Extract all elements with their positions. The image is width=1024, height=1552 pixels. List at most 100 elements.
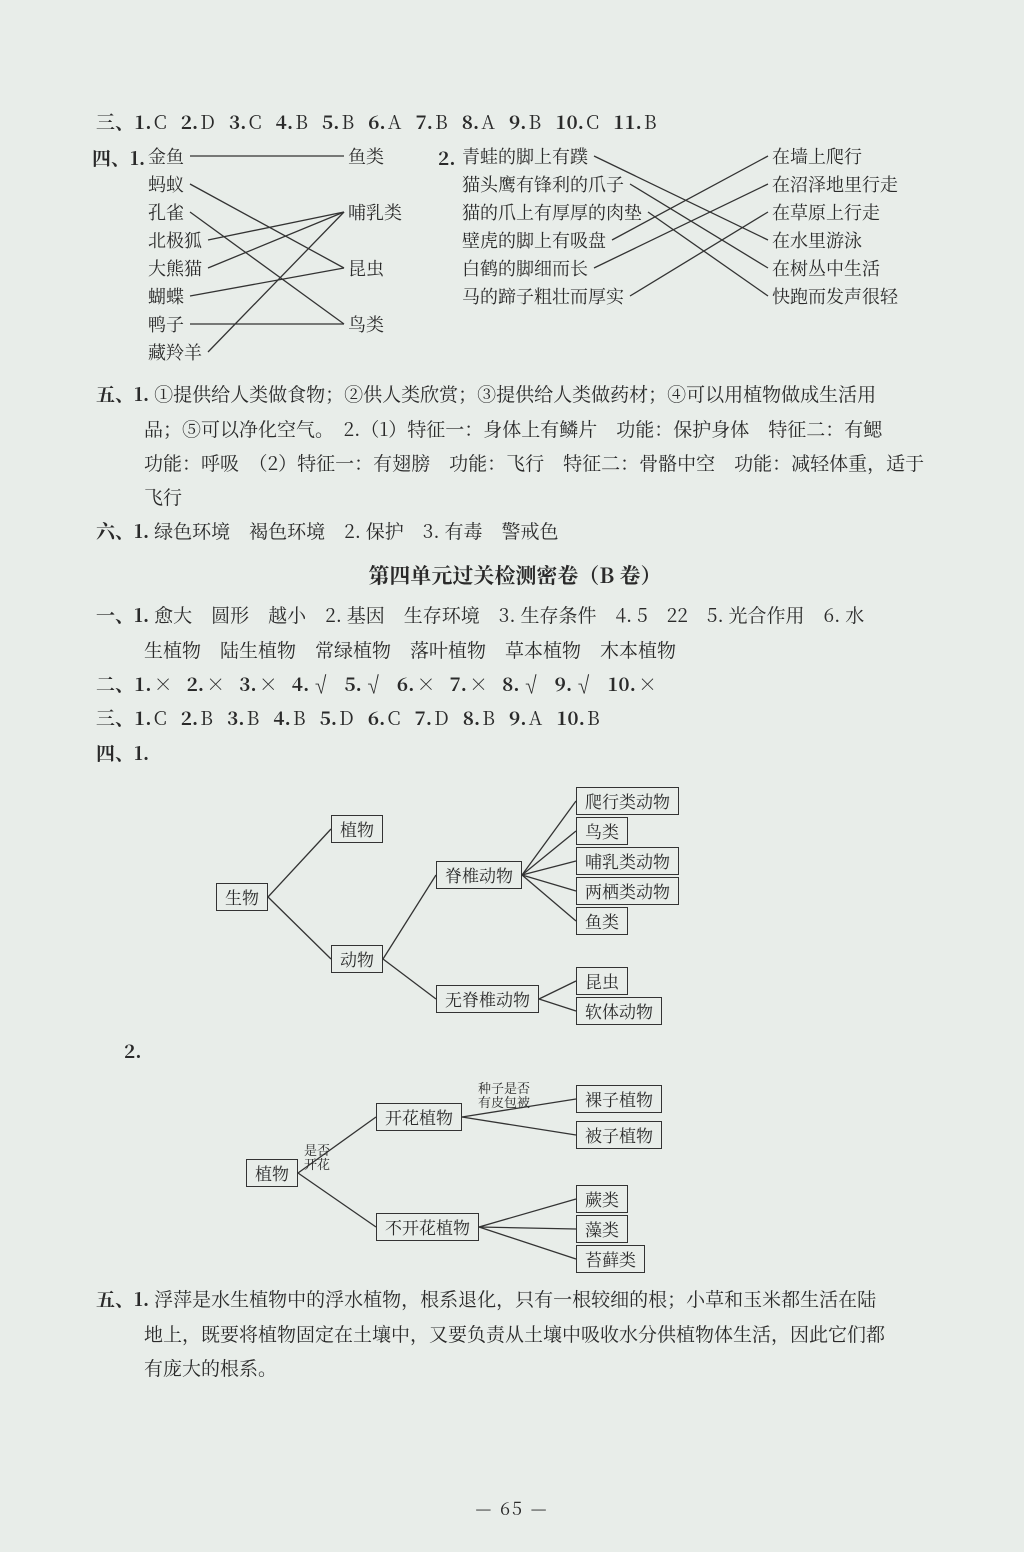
tree-diagram-biology: 生物植物动物脊椎动物无脊椎动物爬行类动物鸟类哺乳类动物两栖类动物鱼类昆虫软体动物 bbox=[186, 775, 726, 1025]
answer-number: 6. bbox=[368, 106, 386, 138]
b5-label: 五、1. bbox=[96, 1285, 149, 1312]
section-5-line3: 功能：呼吸 （2）特征一：有翅膀 功能：飞行 特征二：骨骼中空 功能：减轻体重，… bbox=[96, 447, 934, 479]
answer-value: × bbox=[154, 668, 173, 700]
answer-value: √ bbox=[522, 668, 541, 700]
answer-value: D bbox=[339, 702, 354, 734]
answer-value: B bbox=[293, 702, 306, 734]
match-diagram-2: 青蛙的脚上有蹼猫头鹰有锋利的爪子猫的爪上有厚厚的肉垫壁虎的脚上有吸盘白鹤的脚细而… bbox=[462, 142, 902, 372]
answer-number: 11. bbox=[613, 106, 642, 138]
tree-edge-label: 开花 bbox=[304, 1157, 330, 1171]
answer-value: B bbox=[644, 106, 657, 138]
tree-node: 动物 bbox=[331, 945, 383, 973]
b5-line3: 有庞大的根系。 bbox=[96, 1352, 934, 1384]
b5-line2: 地上，既要将植物固定在土壤中，又要负责从土壤中吸收水分供植物体生活，因此它们都 bbox=[96, 1318, 934, 1350]
tree-node: 哺乳类动物 bbox=[576, 847, 679, 875]
answer-number: 3. bbox=[239, 668, 257, 700]
answer-number: 7. bbox=[449, 668, 467, 700]
tree-node: 爬行类动物 bbox=[576, 787, 679, 815]
answer-value: B bbox=[435, 106, 448, 138]
unit-b-title: 第四单元过关检测密卷（B 卷） bbox=[96, 558, 934, 594]
answer-value: A bbox=[529, 702, 543, 734]
section-5-label: 五、1. bbox=[96, 380, 149, 407]
tree-node: 开花植物 bbox=[376, 1103, 462, 1131]
section-4a-label: 四、1. bbox=[92, 142, 145, 174]
b-section-5: 五、1. 浮萍是水生植物中的浮水植物，根系退化，只有一根较细的根；小草和玉米都生… bbox=[96, 1283, 934, 1315]
b4-2-label: 2. bbox=[124, 1037, 142, 1064]
b3-label: 三、 bbox=[96, 702, 134, 734]
answer-number: 5. bbox=[320, 702, 338, 734]
answer-value: √ bbox=[311, 668, 330, 700]
b-section-4-2: 2. bbox=[124, 1035, 934, 1067]
answer-value: C bbox=[387, 702, 400, 734]
answer-value: √ bbox=[574, 668, 593, 700]
answer-number: 9. bbox=[555, 668, 573, 700]
answer-value: B bbox=[482, 702, 495, 734]
tree-node: 两栖类动物 bbox=[576, 877, 679, 905]
section-5-line1: ①提供给人类做食物；②供人类欣赏；③提供给人类做药材；④可以用植物做成生活用 bbox=[154, 380, 876, 407]
tree-node: 植物 bbox=[246, 1159, 298, 1187]
b-section-3: 三、 1.C2.B3.B4.B5.D6.C7.D8.B9.A10.B bbox=[96, 702, 934, 734]
answer-value: × bbox=[206, 668, 225, 700]
tree-node: 苔藓类 bbox=[576, 1245, 645, 1273]
section-5: 五、1. ①提供给人类做食物；②供人类欣赏；③提供给人类做药材；④可以用植物做成… bbox=[96, 378, 934, 410]
answer-value: B bbox=[247, 702, 260, 734]
answer-value: A bbox=[388, 106, 402, 138]
answer-number: 2. bbox=[187, 668, 205, 700]
answer-value: B bbox=[587, 702, 600, 734]
answer-number: 4. bbox=[273, 702, 291, 734]
answer-value: C bbox=[248, 106, 261, 138]
b1-label: 一、1. bbox=[96, 601, 149, 628]
tree-node: 脊椎动物 bbox=[436, 861, 522, 889]
answer-number: 2. bbox=[181, 106, 199, 138]
answer-number: 8. bbox=[463, 702, 481, 734]
answer-value: B bbox=[341, 106, 354, 138]
answer-value: B bbox=[529, 106, 542, 138]
answer-value: × bbox=[259, 668, 278, 700]
tree-node: 不开花植物 bbox=[376, 1213, 479, 1241]
answer-number: 9. bbox=[509, 702, 527, 734]
answer-number: 10. bbox=[607, 668, 636, 700]
b-section-2: 二、 1.×2.×3.×4.√5.√6.×7.×8.√9.√10.× bbox=[96, 668, 934, 700]
answer-value: × bbox=[416, 668, 435, 700]
section-6: 六、1. 绿色环境 褐色环境 2. 保护 3. 有毒 警戒色 bbox=[96, 515, 934, 547]
tree-node: 软体动物 bbox=[576, 997, 662, 1025]
section-3-answers: 三、 1.C2.D3.C4.B5.B6.A7.B8.A9.B10.C11.B bbox=[96, 106, 934, 138]
answer-value: A bbox=[481, 106, 495, 138]
tree-node: 无脊椎动物 bbox=[436, 985, 539, 1013]
answer-number: 6. bbox=[397, 668, 415, 700]
answer-number: 4. bbox=[292, 668, 310, 700]
tree-node: 藻类 bbox=[576, 1215, 628, 1243]
answer-number: 1. bbox=[134, 702, 152, 734]
answer-value: × bbox=[469, 668, 488, 700]
b4-label: 四、1. bbox=[96, 739, 149, 766]
b-section-4: 四、1. bbox=[96, 737, 934, 769]
tree-edge-label: 有皮包被 bbox=[478, 1095, 530, 1109]
answer-number: 5. bbox=[344, 668, 362, 700]
match-diagram-1: 金鱼蚂蚁孔雀北极狐大熊猫蝴蝶鸭子藏羚羊鱼类哺乳类昆虫鸟类 bbox=[148, 142, 428, 372]
page: 三、 1.C2.D3.C4.B5.B6.A7.B8.A9.B10.C11.B 四… bbox=[0, 0, 1024, 1552]
answer-number: 6. bbox=[368, 702, 386, 734]
answer-number: 10. bbox=[555, 106, 584, 138]
b2-label: 二、 bbox=[96, 668, 134, 700]
b1-line1: 愈大 圆形 越小 2. 基因 生存环境 3. 生存条件 4. 5 22 5. 光… bbox=[154, 601, 864, 628]
answer-value: D bbox=[200, 106, 215, 138]
answer-number: 3. bbox=[229, 106, 247, 138]
section-5-line4: 飞行 bbox=[96, 481, 934, 513]
answer-value: B bbox=[200, 702, 213, 734]
answer-number: 2. bbox=[181, 702, 199, 734]
answer-number: 4. bbox=[276, 106, 294, 138]
section-3-label: 三、 bbox=[96, 106, 134, 138]
tree-node: 生物 bbox=[216, 883, 268, 911]
answer-number: 3. bbox=[227, 702, 245, 734]
answer-number: 8. bbox=[502, 668, 520, 700]
answer-value: C bbox=[154, 106, 167, 138]
b-section-1: 一、1. 愈大 圆形 越小 2. 基因 生存环境 3. 生存条件 4. 5 22… bbox=[96, 599, 934, 631]
tree-node: 蕨类 bbox=[576, 1185, 628, 1213]
section-4b-label: 2. bbox=[438, 142, 456, 174]
section-6-text: 绿色环境 褐色环境 2. 保护 3. 有毒 警戒色 bbox=[154, 517, 558, 544]
answer-value: C bbox=[154, 702, 167, 734]
section-5-line2: 品；⑤可以净化空气。 2.（1）特征一：身体上有鳞片 功能：保护身体 特征二：有… bbox=[96, 413, 934, 445]
tree-diagram-plants: 植物开花植物不开花植物裸子植物被子植物蕨类藻类苔藓类是否开花种子是否有皮包被 bbox=[186, 1073, 726, 1273]
answer-number: 7. bbox=[415, 106, 433, 138]
answer-number: 5. bbox=[322, 106, 340, 138]
